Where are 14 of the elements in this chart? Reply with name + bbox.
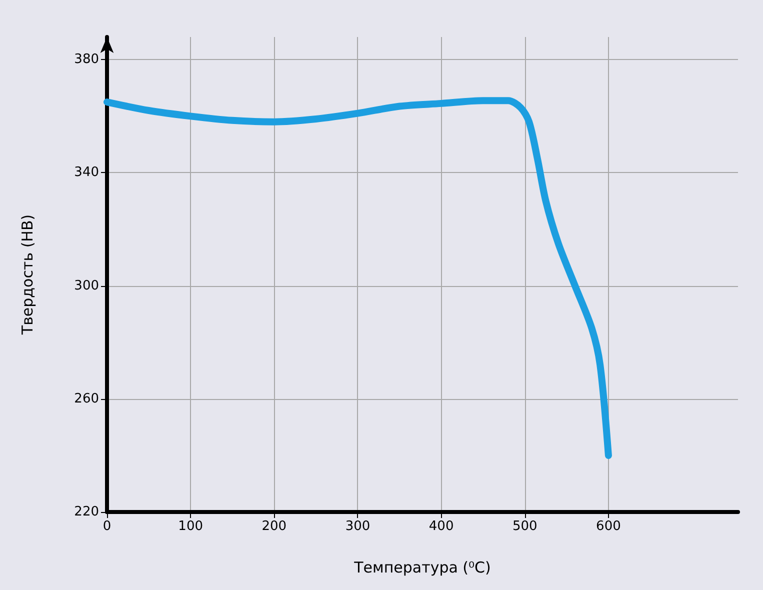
y-tick-label: 220 [74, 504, 99, 520]
y-tick-label: 260 [74, 391, 99, 406]
x-tick-label: 200 [262, 519, 287, 534]
x-axis-title: Температура (⁰C) [353, 558, 491, 576]
x-tick-label: 500 [512, 519, 538, 534]
x-tick-label: 100 [178, 519, 203, 534]
y-axis-title: Твердость (HB) [18, 214, 36, 336]
x-tick-label: 0 [102, 519, 112, 534]
x-tick-label: 400 [428, 519, 454, 534]
x-tick-label: 600 [596, 519, 621, 534]
y-tick-label: 380 [74, 52, 99, 68]
x-tick-label: 300 [345, 519, 370, 534]
y-tick-label: 340 [74, 165, 99, 180]
y-tick-label: 300 [74, 278, 99, 294]
